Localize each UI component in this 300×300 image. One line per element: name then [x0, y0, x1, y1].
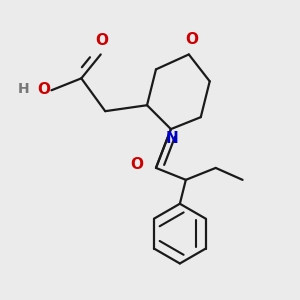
Text: O: O	[37, 82, 50, 97]
Text: N: N	[166, 131, 179, 146]
Text: O: O	[185, 32, 198, 47]
Text: H: H	[17, 82, 29, 96]
Text: O: O	[130, 158, 143, 172]
Text: O: O	[96, 34, 109, 49]
